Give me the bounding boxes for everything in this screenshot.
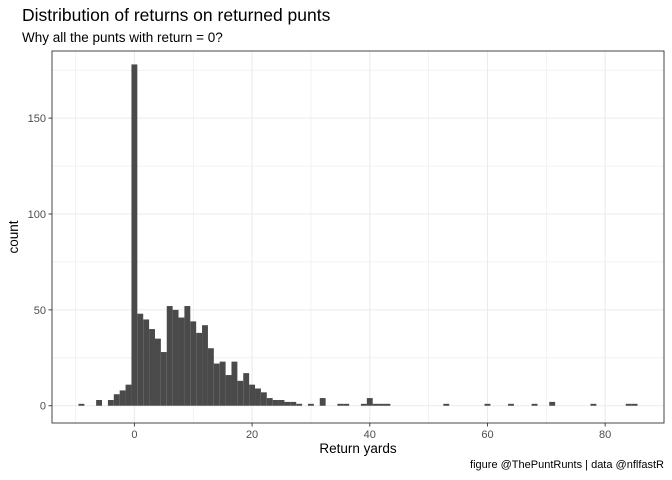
- histogram-bar: [319, 398, 326, 406]
- chart-subtitle: Why all the punts with return = 0?: [22, 30, 223, 45]
- histogram-bar: [249, 384, 256, 406]
- x-axis: 0 20 40 60 80: [131, 423, 611, 441]
- histogram-bar: [137, 313, 144, 406]
- histogram-bar: [343, 403, 350, 406]
- histogram-bar: [125, 384, 132, 406]
- histogram-bar: [360, 403, 367, 406]
- histogram-bar: [307, 403, 314, 406]
- histogram-bar: [508, 403, 514, 406]
- x-tick-label: 80: [599, 429, 611, 441]
- histogram-bar: [243, 373, 250, 406]
- histogram-bar: [255, 388, 261, 406]
- y-axis: 0 50 100 150: [28, 113, 52, 413]
- histogram-bar: [78, 403, 85, 406]
- chart-title: Distribution of returns on returned punt…: [22, 5, 331, 25]
- histogram-bar: [366, 398, 373, 406]
- histogram-bar: [196, 332, 203, 406]
- x-tick-label: 40: [364, 429, 376, 441]
- histogram-bar: [149, 329, 155, 406]
- histogram-bar: [219, 361, 226, 406]
- histogram-bar: [296, 403, 303, 406]
- y-tick-label: 150: [28, 113, 46, 125]
- histogram-bar: [284, 401, 291, 406]
- y-tick-label: 0: [40, 401, 46, 413]
- histogram-bar: [113, 394, 120, 406]
- histogram-bar: [202, 325, 208, 406]
- histogram-bar: [266, 398, 273, 406]
- histogram-bar: [590, 403, 597, 406]
- x-tick-label: 60: [481, 429, 493, 441]
- histogram-bar: [184, 306, 191, 406]
- x-tick-label: 0: [131, 429, 137, 441]
- histogram-bar: [337, 403, 344, 406]
- histogram-bar: [96, 399, 103, 406]
- histogram-bar: [131, 64, 138, 406]
- histogram-bars: [78, 64, 638, 406]
- y-tick-label: 50: [34, 305, 46, 317]
- histogram-bar: [154, 338, 161, 406]
- plot-panel-border: [51, 50, 665, 424]
- histogram-bar: [378, 403, 385, 406]
- histogram-bar: [178, 317, 185, 406]
- histogram-bar: [143, 319, 150, 406]
- histogram-bar: [260, 392, 267, 406]
- histogram-bar: [207, 348, 214, 406]
- histogram-bar: [119, 390, 126, 406]
- histogram-bar: [172, 309, 179, 406]
- x-tick-label: 20: [246, 429, 258, 441]
- histogram-bar: [372, 403, 379, 406]
- y-tick-label: 100: [28, 209, 46, 221]
- histogram-bar: [107, 399, 114, 406]
- histogram-bar: [213, 363, 220, 406]
- histogram-bar: [531, 403, 538, 406]
- histogram-bar: [190, 321, 197, 406]
- histogram-bar: [290, 401, 297, 406]
- x-axis-title: Return yards: [319, 441, 397, 456]
- histogram-bar: [443, 403, 450, 406]
- histogram-bar: [484, 403, 491, 406]
- histogram-bar: [549, 401, 556, 406]
- y-axis-title: count: [6, 220, 21, 253]
- histogram-bar: [278, 399, 285, 406]
- histogram-bar: [231, 361, 238, 406]
- histogram-bar: [272, 399, 279, 406]
- histogram-bar: [625, 403, 632, 406]
- histogram-bar: [160, 352, 167, 406]
- histogram-bar: [237, 380, 244, 406]
- chart-caption: figure @ThePuntRunts | data @nflfastR: [470, 459, 664, 471]
- histogram-bar: [166, 306, 173, 406]
- histogram-bar: [384, 403, 391, 406]
- histogram-bar: [225, 375, 232, 406]
- histogram-bar: [631, 403, 638, 406]
